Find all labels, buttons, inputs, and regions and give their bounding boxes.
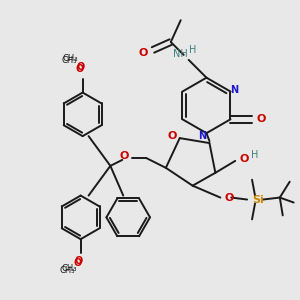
Text: O: O bbox=[256, 114, 266, 124]
Text: CH₃: CH₃ bbox=[63, 54, 79, 63]
Text: O: O bbox=[74, 258, 82, 268]
Text: N: N bbox=[198, 131, 207, 141]
Text: H: H bbox=[251, 150, 259, 160]
Text: O: O bbox=[239, 154, 249, 164]
Text: O: O bbox=[74, 256, 83, 266]
Text: CH₃: CH₃ bbox=[61, 264, 76, 273]
Text: CH₃: CH₃ bbox=[59, 266, 74, 275]
Text: O: O bbox=[167, 131, 176, 141]
Text: O: O bbox=[76, 62, 85, 72]
Text: H: H bbox=[189, 45, 196, 55]
Text: O: O bbox=[138, 48, 148, 58]
Text: O: O bbox=[76, 64, 84, 74]
Text: N: N bbox=[230, 85, 238, 94]
Text: Si: Si bbox=[252, 194, 264, 205]
Text: CH₃: CH₃ bbox=[61, 56, 76, 65]
Text: O: O bbox=[120, 151, 129, 161]
Text: NH: NH bbox=[173, 49, 188, 59]
Text: O: O bbox=[225, 193, 234, 202]
